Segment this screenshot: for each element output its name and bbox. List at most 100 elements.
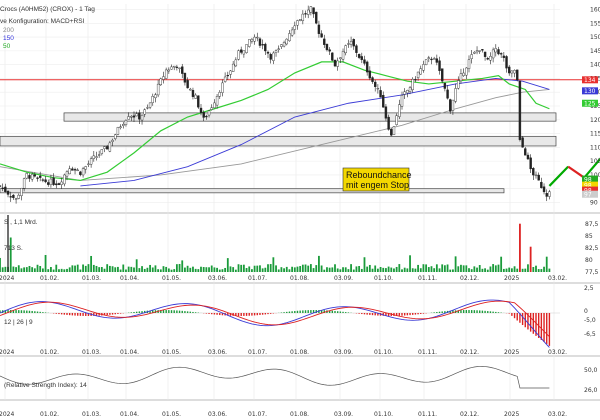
candle-body xyxy=(483,51,487,57)
macd-histogram-bar xyxy=(245,313,248,316)
volume-bar xyxy=(68,267,71,272)
price-candles xyxy=(0,5,551,204)
candle-body xyxy=(532,168,535,176)
volume-bar xyxy=(519,223,521,272)
candle-body xyxy=(186,80,189,89)
macd-histogram-bar xyxy=(23,310,25,313)
candle-body xyxy=(304,13,307,15)
candle-body xyxy=(467,59,471,69)
volume-bar xyxy=(253,265,256,272)
volume-bar xyxy=(170,269,173,272)
candle-body xyxy=(60,181,63,185)
candle-body xyxy=(309,6,313,13)
macd-histogram-bar xyxy=(387,313,390,316)
macd-histogram-bar xyxy=(302,310,304,313)
date-tick-label: 02.12. xyxy=(460,411,479,418)
macd-histogram-bar xyxy=(395,313,398,316)
macd-histogram-bar xyxy=(412,313,414,315)
candle-body xyxy=(526,154,530,160)
candle-body xyxy=(459,73,463,82)
candle-body xyxy=(4,186,7,193)
candle-body xyxy=(408,87,412,92)
volume-bar xyxy=(320,265,323,272)
candle-body xyxy=(164,69,168,79)
macd-histogram-bar xyxy=(457,310,459,313)
volume-tick-label: 80 xyxy=(585,257,593,264)
macd-histogram-bar xyxy=(310,310,312,313)
macd-histogram-bar xyxy=(398,313,401,316)
macd-histogram-bar xyxy=(248,313,250,316)
macd-histogram-bar xyxy=(66,313,68,315)
volume-bar xyxy=(304,264,307,272)
macd-histogram-bar xyxy=(71,313,74,316)
volume-bar xyxy=(446,264,449,272)
candle-body xyxy=(416,71,420,78)
date-tick-label: 03.06. xyxy=(208,275,227,282)
volume-bar xyxy=(224,267,227,272)
volume-bar xyxy=(245,268,248,272)
volume-bar xyxy=(500,256,503,272)
macd-histogram-bar xyxy=(283,312,285,313)
macd-tick-label: 0 xyxy=(584,308,588,315)
candle-body xyxy=(449,99,452,112)
volume-bar xyxy=(74,265,76,272)
volume-bar xyxy=(272,257,275,272)
rsi-panel xyxy=(0,366,550,389)
volume-bar xyxy=(398,264,401,272)
candle-body xyxy=(489,56,492,61)
volume-bar xyxy=(154,265,157,272)
macd-histogram-bar xyxy=(438,311,441,313)
price-badge xyxy=(582,87,598,95)
volume-bar xyxy=(486,269,489,272)
rsi-tick-label: 50,0 xyxy=(584,367,598,374)
candle-body xyxy=(505,56,508,69)
candle-body xyxy=(534,174,538,177)
candle-body xyxy=(79,171,82,175)
macd-histogram-bar xyxy=(36,311,39,313)
volume-label: S , 1,1 Mrd. xyxy=(4,219,38,226)
date-tick-label: 01.10. xyxy=(374,411,393,418)
volume-bar xyxy=(476,267,478,272)
macd-histogram-bar xyxy=(294,311,296,313)
candle-body xyxy=(341,51,345,60)
macd-histogram-bar xyxy=(18,310,20,313)
macd-histogram-bar xyxy=(479,310,481,313)
date-tick-label: 01.04. xyxy=(120,275,139,282)
macd-histogram-bar xyxy=(307,310,309,313)
macd-histogram-bar xyxy=(130,312,133,313)
macd-histogram-bar xyxy=(181,310,183,313)
volume-bar xyxy=(484,268,486,272)
volume-bar xyxy=(492,264,495,272)
volume-bar xyxy=(427,267,430,272)
date-tick-label: 01.11. xyxy=(418,411,437,418)
macd-histogram-bar xyxy=(216,313,218,315)
price-badge-text: 125 xyxy=(584,100,596,107)
volume-bar xyxy=(84,265,87,272)
volume-bar xyxy=(417,264,419,272)
volume-bar xyxy=(510,268,513,272)
volume-bar xyxy=(368,264,371,272)
macd-histogram-bar xyxy=(111,313,114,315)
macd-histogram-bar xyxy=(20,310,23,313)
candle-body xyxy=(352,39,355,47)
candle-body xyxy=(312,7,315,15)
macd-histogram-bar xyxy=(449,310,451,313)
macd-histogram-bar xyxy=(85,313,87,316)
macd-tick-label: -6,5 xyxy=(584,331,596,338)
volume-bar xyxy=(462,265,465,272)
volume-bar xyxy=(366,266,369,272)
volume-bar xyxy=(328,267,331,272)
candle-body xyxy=(116,127,120,135)
macd-histogram-bar xyxy=(336,311,339,313)
macd-histogram-bar xyxy=(347,312,350,313)
macd-histogram-bar xyxy=(481,310,484,313)
price-zone xyxy=(0,135,557,147)
annotation-line-2: mit engem Stop xyxy=(346,180,409,190)
volume-bar xyxy=(237,264,240,272)
candle-body xyxy=(274,50,278,53)
candle-body xyxy=(365,61,369,73)
volume-tick-label: 82,5 xyxy=(585,245,599,252)
candle-body xyxy=(20,188,23,197)
candle-body xyxy=(280,44,283,47)
